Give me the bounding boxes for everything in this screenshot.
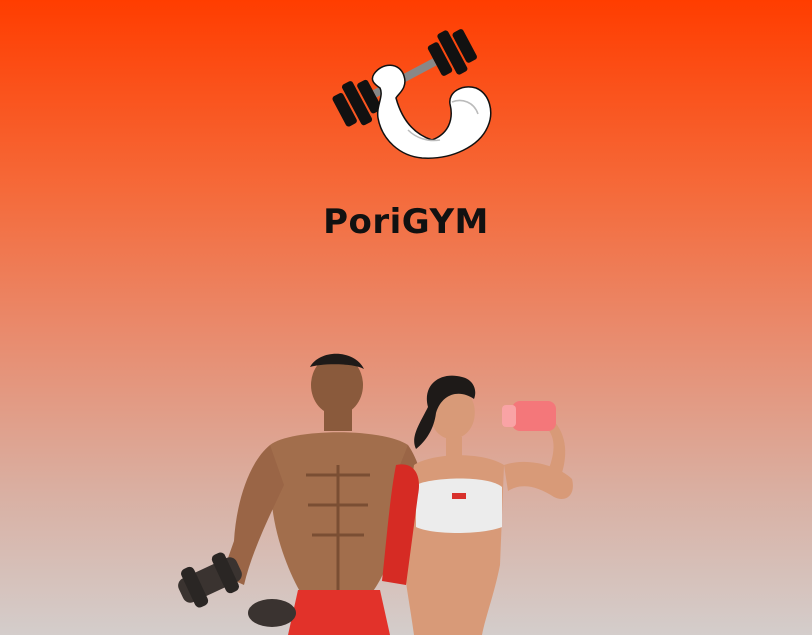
woman-figure <box>382 375 573 635</box>
fitness-couple-illustration <box>178 353 573 635</box>
man-figure <box>178 353 427 635</box>
dumbbell-arm-icon <box>332 29 492 159</box>
app-title: PoriGYM <box>323 202 489 242</box>
